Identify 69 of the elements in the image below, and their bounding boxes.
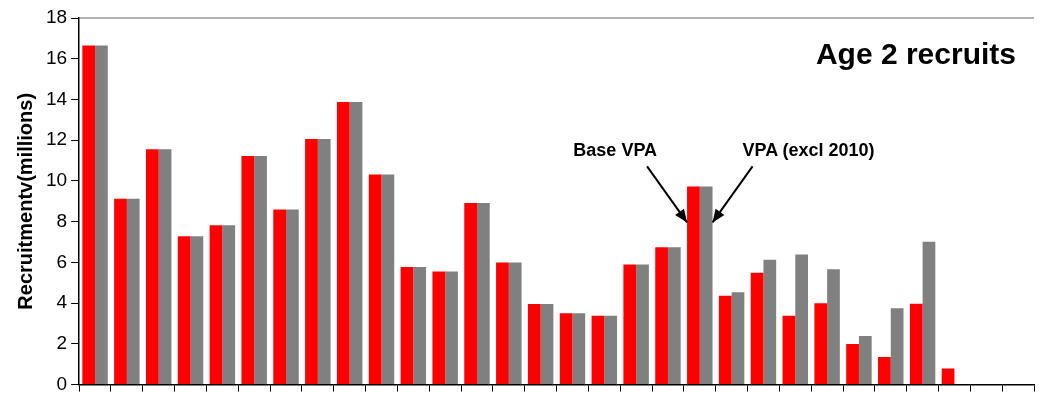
y-tick-label: 14 — [45, 87, 68, 109]
bar — [445, 271, 458, 385]
y-tick-label: 10 — [45, 169, 68, 191]
bar — [95, 45, 108, 385]
bar — [508, 262, 522, 385]
bar — [540, 303, 554, 385]
y-tick-label: 16 — [45, 46, 68, 68]
bar — [878, 356, 891, 385]
bar — [623, 264, 637, 385]
bar — [941, 368, 955, 385]
bar — [209, 225, 223, 385]
bar — [667, 247, 681, 385]
bar — [858, 335, 872, 385]
bar — [305, 138, 318, 385]
bar — [763, 259, 777, 385]
bar — [126, 198, 140, 385]
y-tick-label: 4 — [56, 291, 68, 313]
bar — [604, 315, 618, 385]
bar — [496, 262, 509, 385]
bar — [432, 271, 446, 385]
bar — [413, 267, 427, 385]
bar — [145, 149, 159, 385]
bar — [82, 45, 96, 385]
bar — [190, 236, 204, 385]
bar — [336, 101, 350, 385]
bar — [636, 264, 649, 385]
bar — [464, 202, 477, 385]
bar — [750, 272, 764, 385]
y-tick-label: 0 — [56, 372, 68, 394]
bar — [177, 236, 191, 385]
bar — [273, 209, 287, 385]
y-tick-label: 8 — [56, 209, 68, 231]
text: VPA (excl 2010) — [742, 140, 875, 161]
bar — [368, 174, 382, 385]
bar — [559, 313, 573, 385]
y-tick-label: 2 — [56, 332, 68, 354]
bar — [814, 303, 828, 385]
bar — [591, 315, 605, 385]
bar — [222, 225, 236, 385]
bar — [527, 303, 541, 385]
bar — [731, 292, 745, 385]
bar — [890, 308, 904, 385]
bar — [241, 155, 255, 385]
y-tick-label: 12 — [45, 128, 68, 150]
y-tick-label: 18 — [45, 6, 68, 28]
bar — [400, 267, 414, 385]
bar — [795, 254, 809, 385]
bar — [114, 198, 127, 385]
bar — [687, 186, 700, 385]
bar — [782, 315, 796, 385]
bar — [477, 202, 490, 385]
bar — [286, 209, 299, 385]
bar — [381, 174, 395, 385]
text: Base VPA — [573, 140, 658, 161]
bar — [317, 138, 331, 385]
bar — [846, 344, 859, 385]
bar — [158, 149, 172, 385]
bar — [718, 295, 732, 385]
bar — [909, 303, 923, 385]
bar — [254, 155, 267, 385]
bar — [922, 241, 936, 385]
y-tick-label: 6 — [56, 250, 68, 272]
text: Age 2 recruits — [815, 37, 1016, 71]
bar — [349, 101, 363, 385]
bar — [699, 186, 713, 385]
bar — [572, 313, 586, 385]
bar — [655, 247, 668, 385]
bar — [827, 269, 840, 385]
y-axis-title: Recruitmentv(millions) — [13, 92, 36, 310]
